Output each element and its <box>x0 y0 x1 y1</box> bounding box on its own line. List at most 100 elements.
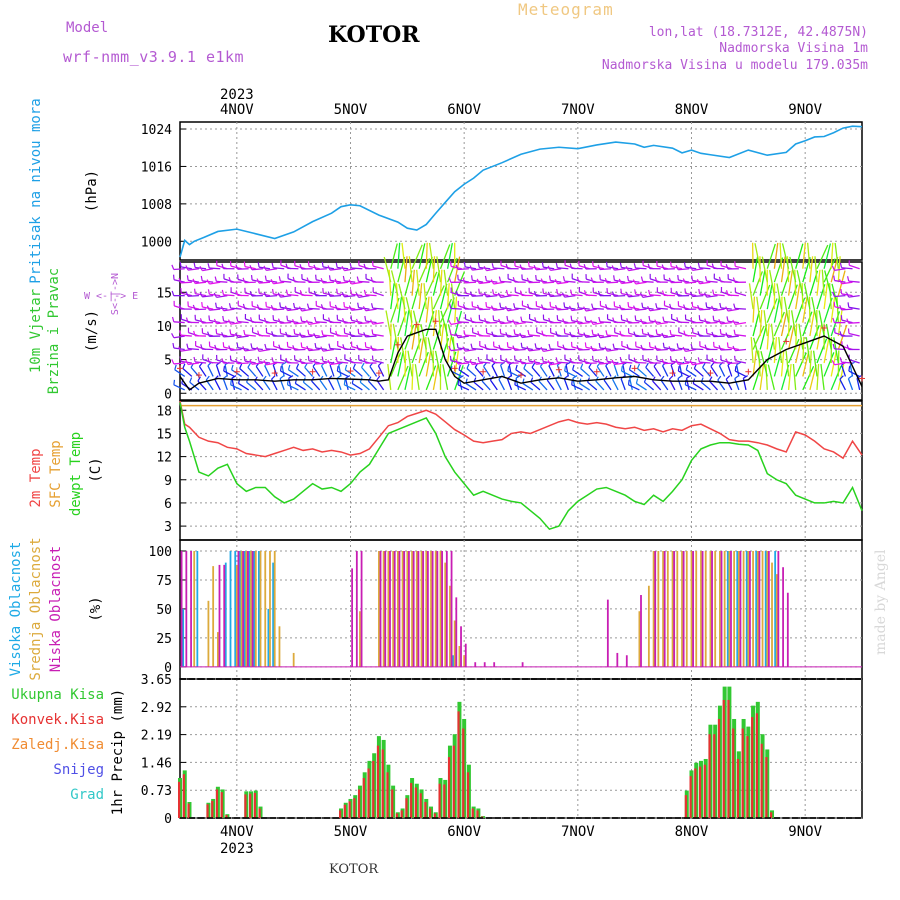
wind-barb <box>848 321 860 324</box>
wind-barb <box>457 268 469 271</box>
wind-barb <box>713 335 725 338</box>
ytick-label-cloud: 0 <box>164 661 172 676</box>
wind-barb <box>472 347 484 351</box>
wind-barb <box>237 278 249 283</box>
wind-barb-flag <box>470 343 473 349</box>
wind-barb-flag <box>185 359 189 365</box>
wind-barb <box>337 370 349 378</box>
wind-barb-flag <box>675 291 679 297</box>
wind-barb <box>759 364 765 390</box>
wind-barb <box>523 368 534 377</box>
wind-barb-flag <box>336 288 338 294</box>
wind-barb <box>847 378 854 391</box>
wind-barb <box>663 320 675 324</box>
wind-barb-flag <box>179 356 182 362</box>
wind-barb-flag <box>718 345 722 351</box>
wind-barb-flag <box>285 263 288 269</box>
wind-barb-flag <box>576 319 580 325</box>
precip-legend-4: Grad <box>70 787 104 803</box>
wind-barb-flag <box>490 279 495 285</box>
wind-barb <box>344 295 356 298</box>
wind-barb-flag <box>279 366 282 372</box>
wind-barb <box>814 256 818 283</box>
wind-barb <box>266 295 278 298</box>
wind-barb <box>454 296 458 323</box>
wind-barb-flag <box>618 278 622 284</box>
wind-barb <box>401 242 406 269</box>
wind-barb-flag <box>576 276 580 282</box>
wind-barb-flag <box>507 366 510 372</box>
wind-barb-flag <box>562 276 566 282</box>
wind-barb-flag <box>563 302 566 308</box>
wind-barb <box>244 334 256 337</box>
wind-barb <box>323 292 335 297</box>
wind-barb <box>251 268 263 271</box>
wind-barb <box>628 268 640 272</box>
wind-barb-flag <box>839 331 843 337</box>
wind-barb <box>262 379 271 391</box>
wind-barb-flag <box>563 375 569 380</box>
wind-barb <box>474 366 484 377</box>
wind-barb <box>823 258 836 283</box>
wind-barb-flag <box>734 355 736 361</box>
wind-barb-flag <box>477 262 480 268</box>
wind-barb <box>773 296 781 323</box>
wind-compass-label: W <-|-> E <box>84 291 138 302</box>
cloud-unit: (%) <box>88 596 104 621</box>
precip-conv-bar <box>433 813 436 818</box>
wind-barb <box>656 348 668 351</box>
wind-barb <box>295 382 306 391</box>
wind-barb <box>417 323 420 350</box>
wind-barb <box>820 364 825 390</box>
wind-barb <box>383 256 392 283</box>
day-label-bottom: 8NOV <box>675 824 709 840</box>
wind-barb-flag <box>734 366 737 372</box>
wind-barb-flag <box>647 306 651 312</box>
wind-barb-flag <box>484 344 487 350</box>
wind-barb-flag <box>336 366 339 372</box>
wind-barb <box>830 296 836 323</box>
wind-barb <box>230 265 242 270</box>
wind-barb-flag <box>832 343 836 349</box>
wind-barb <box>725 378 733 391</box>
wind-barb-flag <box>257 356 260 362</box>
wind-barb-flag <box>285 357 288 363</box>
wind-barb-flag <box>611 291 615 297</box>
precip-conv-bar <box>760 743 763 818</box>
wind-barb-flag <box>569 263 573 269</box>
wind-barb-flag <box>677 375 683 380</box>
wind-barb-flag <box>697 305 701 311</box>
ytick-label-temp: 18 <box>156 404 172 419</box>
wind-barb <box>848 264 860 270</box>
wind-barb <box>239 368 250 377</box>
wind-barb <box>404 350 407 377</box>
wind-barb <box>514 321 526 325</box>
wind-barb <box>301 294 313 297</box>
wind-barb-flag <box>335 356 338 363</box>
day-label-top: 9NOV <box>788 102 822 118</box>
wind-barb <box>280 370 292 378</box>
wind-barb-flag <box>300 316 303 322</box>
precip-conv-bar <box>703 764 706 818</box>
wind-barb-flag <box>249 359 253 365</box>
wind-barb <box>564 280 576 283</box>
wind-barb <box>273 361 285 364</box>
wind-barb-flag <box>462 277 466 284</box>
wind-barb <box>173 321 185 324</box>
wind-barb-flag <box>278 276 281 282</box>
wind-barb <box>507 346 519 351</box>
wind-barb-flag <box>313 264 317 270</box>
wind-barb <box>607 281 619 284</box>
wind-barb <box>823 243 832 269</box>
wind-barb-flag <box>675 359 679 365</box>
precip-conv-bar <box>353 798 356 818</box>
wind-barb-flag <box>286 315 289 321</box>
wind-barb-flag <box>292 276 296 282</box>
wind-barb <box>663 335 676 339</box>
wind-barb <box>821 269 825 296</box>
wind-barb-flag <box>541 330 544 336</box>
wind-barb-flag <box>470 317 473 323</box>
wind-barb <box>223 335 235 338</box>
wind-barb <box>369 366 378 377</box>
wind-barb <box>195 361 207 364</box>
